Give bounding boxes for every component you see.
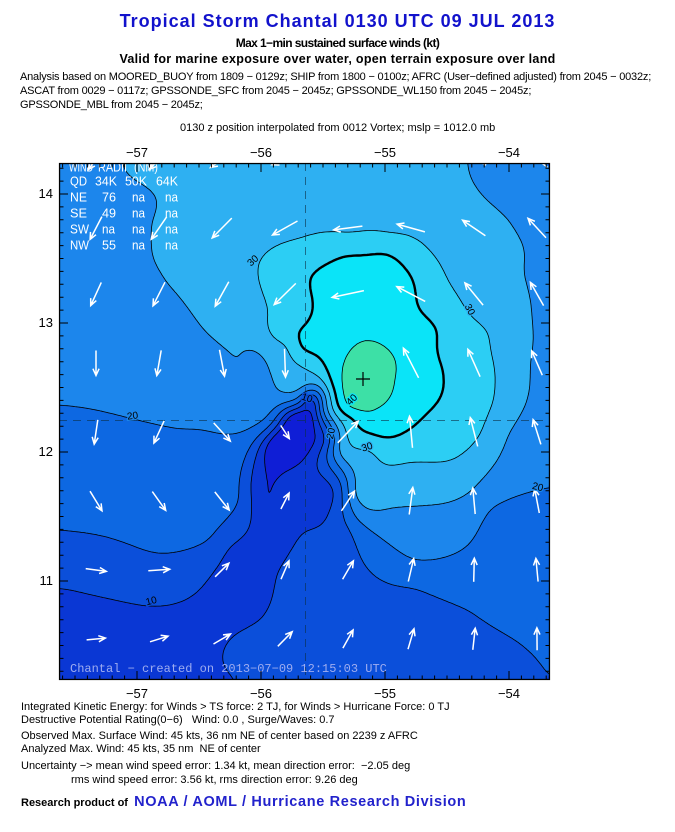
- svg-text:−57: −57: [126, 145, 148, 160]
- svg-text:NE: NE: [70, 190, 87, 205]
- svg-text:RADII: RADII: [98, 160, 127, 175]
- svg-text:64K: 64K: [156, 174, 178, 189]
- svg-text:na: na: [165, 206, 179, 221]
- svg-text:−55: −55: [374, 686, 396, 701]
- svg-text:Chantal − created on 2013−07−0: Chantal − created on 2013−07−09 12:15:03…: [70, 662, 387, 676]
- svg-text:20: 20: [126, 410, 139, 423]
- svg-text:20: 20: [325, 426, 338, 440]
- svg-text:−55: −55: [374, 145, 396, 160]
- svg-text:WIND: WIND: [69, 160, 93, 175]
- svg-text:12: 12: [39, 444, 53, 459]
- svg-text:na: na: [132, 238, 146, 253]
- svg-text:na: na: [132, 190, 146, 205]
- svg-text:SE: SE: [70, 206, 87, 221]
- svg-text:−57: −57: [126, 686, 148, 701]
- svg-text:SW: SW: [70, 222, 90, 237]
- svg-text:14: 14: [39, 186, 53, 201]
- svg-text:na: na: [132, 206, 146, 221]
- svg-text:−54: −54: [498, 686, 520, 701]
- svg-text:na: na: [102, 222, 116, 237]
- svg-text:na: na: [165, 222, 179, 237]
- svg-text:76: 76: [102, 190, 116, 205]
- svg-text:49: 49: [102, 206, 116, 221]
- svg-text:34K: 34K: [95, 174, 117, 189]
- svg-text:(NM): (NM): [134, 160, 158, 175]
- svg-text:50K: 50K: [125, 174, 147, 189]
- svg-text:20: 20: [531, 481, 545, 494]
- svg-text:QD: QD: [70, 174, 87, 189]
- svg-text:na: na: [165, 238, 179, 253]
- svg-text:NW: NW: [70, 238, 90, 253]
- svg-text:30: 30: [360, 441, 374, 455]
- svg-text:10: 10: [300, 392, 314, 406]
- svg-text:11: 11: [40, 573, 54, 588]
- svg-text:13: 13: [39, 315, 53, 330]
- svg-text:55: 55: [102, 238, 116, 253]
- svg-text:na: na: [132, 222, 146, 237]
- svg-text:10: 10: [145, 595, 159, 608]
- svg-text:−56: −56: [250, 686, 272, 701]
- svg-text:na: na: [165, 190, 179, 205]
- svg-text:−56: −56: [250, 145, 272, 160]
- svg-text:−54: −54: [498, 145, 520, 160]
